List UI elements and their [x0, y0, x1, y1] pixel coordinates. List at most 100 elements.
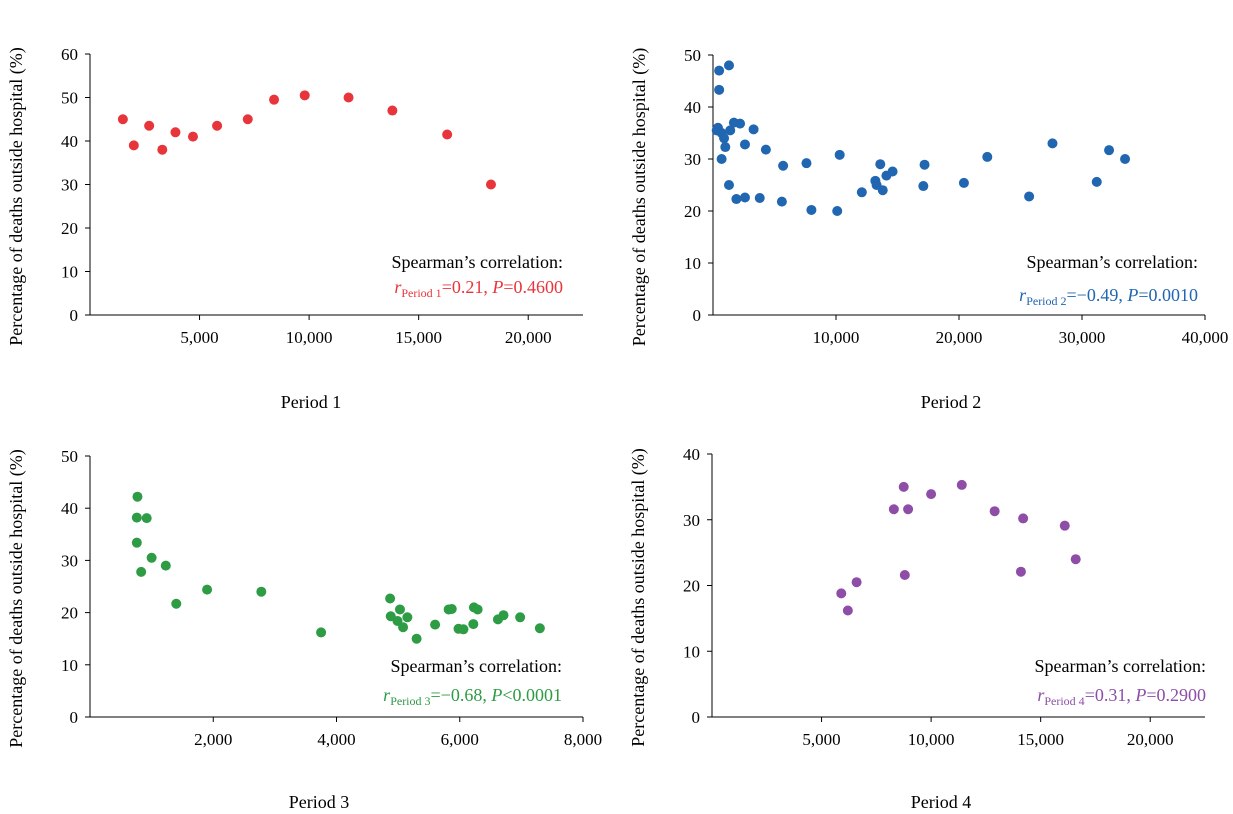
data-point — [735, 118, 746, 129]
correlation-p-symbol: P — [1134, 685, 1146, 705]
correlation-subscript: Period 4 — [1044, 694, 1084, 708]
data-point — [918, 181, 929, 192]
data-point — [136, 566, 147, 577]
y-tick-label: 50 — [61, 447, 78, 466]
y-tick-label: 30 — [683, 511, 700, 530]
data-point — [170, 127, 181, 138]
correlation-r-symbol: r — [1019, 285, 1027, 305]
x-tick-label: 15,000 — [1017, 730, 1064, 749]
correlation-coefficient: =0.31, — [1085, 685, 1136, 705]
data-point — [776, 196, 787, 207]
data-point — [1070, 554, 1081, 565]
data-point — [446, 603, 457, 614]
x-tick-label: 10,000 — [908, 730, 955, 749]
y-axis-label: Percentage of deaths outside hospital (%… — [6, 47, 27, 345]
correlation-p-value: =0.4600 — [503, 277, 563, 297]
data-point — [806, 204, 817, 215]
correlation-r-symbol: r — [1037, 685, 1045, 705]
x-tick-label: 15,000 — [395, 328, 442, 347]
panel-caption: Period 1 — [281, 392, 342, 412]
correlation-title: Spearman’s correlation: — [1035, 656, 1206, 676]
y-axis-label: Percentage of deaths outside hospital (%… — [628, 448, 649, 746]
data-point — [739, 192, 750, 203]
x-tick-label: 8,000 — [564, 730, 602, 749]
data-point — [117, 114, 128, 125]
data-point — [739, 139, 750, 150]
data-point — [534, 623, 545, 634]
data-point — [842, 605, 853, 616]
data-point — [875, 159, 886, 170]
correlation-coefficient: =0.21, — [442, 277, 493, 297]
y-tick-label: 20 — [61, 219, 78, 238]
correlation-coefficient: =−0.68, — [431, 685, 492, 705]
correlation-title: Spearman’s correlation: — [1027, 252, 1198, 272]
x-tick-label: 20,000 — [936, 328, 983, 347]
data-point — [888, 504, 899, 515]
data-point — [832, 206, 843, 216]
data-point — [836, 588, 847, 599]
correlation-p-symbol: P — [491, 277, 503, 297]
data-point — [242, 114, 253, 125]
data-point — [1047, 138, 1058, 149]
y-axis-label: Percentage of deaths outside hospital (%… — [629, 48, 650, 346]
data-point — [128, 140, 139, 151]
data-point — [899, 569, 910, 580]
panel-3: 0 10 20 30 40 50 2,000 4,000 6,000 8,000 Percentag… — [6, 447, 602, 812]
y-tick-label: 40 — [61, 132, 78, 151]
data-point — [956, 479, 967, 490]
data-point — [141, 513, 152, 524]
data-point — [171, 598, 182, 609]
panel-1: 0 10 20 30 40 50 60 5,000 10,000 15,000 20,000 Perc… — [6, 45, 583, 412]
y-tick-label: 20 — [683, 577, 700, 596]
data-point — [402, 612, 413, 623]
correlation-value: rPeriod 3=−0.68, P<0.0001 — [383, 685, 562, 708]
data-point — [468, 619, 479, 630]
data-point — [144, 120, 155, 131]
data-point — [714, 65, 725, 76]
data-point — [989, 506, 1000, 517]
data-point — [515, 612, 526, 623]
y-tick-label: 0 — [70, 306, 79, 325]
data-point — [430, 619, 441, 630]
y-tick-label: 30 — [61, 551, 78, 570]
data-point — [778, 160, 789, 171]
data-point — [343, 92, 354, 103]
data-point — [723, 60, 734, 71]
data-point — [851, 577, 862, 588]
data-point — [856, 187, 867, 198]
panel-4: 0 10 20 30 40 5,000 10,000 15,000 20,000 Percenta… — [628, 445, 1206, 812]
data-point — [725, 125, 736, 136]
data-point — [498, 610, 509, 621]
data-point — [1104, 145, 1115, 156]
data-point — [1015, 566, 1026, 577]
data-point — [385, 593, 396, 604]
y-tick-label: 50 — [684, 46, 701, 65]
data-point — [394, 604, 405, 615]
correlation-r-symbol: r — [394, 277, 402, 297]
y-tick-label: 10 — [61, 656, 78, 675]
correlation-subscript: Period 1 — [401, 286, 441, 300]
data-point — [485, 179, 496, 190]
data-point — [723, 180, 734, 190]
x-tick-label: 2,000 — [194, 730, 232, 749]
y-tick-label: 0 — [693, 306, 702, 325]
panel-caption: Period 3 — [289, 792, 350, 812]
y-tick-label: 10 — [61, 263, 78, 282]
correlation-p-value: =0.2900 — [1146, 685, 1206, 705]
data-point — [801, 158, 812, 169]
x-tick-label: 10,000 — [286, 328, 333, 347]
data-point — [760, 144, 771, 155]
y-tick-label: 50 — [61, 89, 78, 108]
data-point — [1059, 520, 1070, 531]
data-point — [212, 120, 223, 131]
data-point — [146, 552, 157, 563]
data-point — [754, 193, 765, 203]
data-point — [926, 489, 937, 500]
correlation-value: rPeriod 1=0.21, P=0.4600 — [394, 277, 563, 300]
x-tick-label: 4,000 — [317, 730, 355, 749]
y-tick-label: 10 — [684, 254, 701, 273]
x-tick-label: 20,000 — [505, 328, 552, 347]
y-tick-label: 20 — [684, 202, 701, 221]
data-point — [714, 84, 725, 95]
correlation-subscript: Period 2 — [1026, 294, 1066, 308]
